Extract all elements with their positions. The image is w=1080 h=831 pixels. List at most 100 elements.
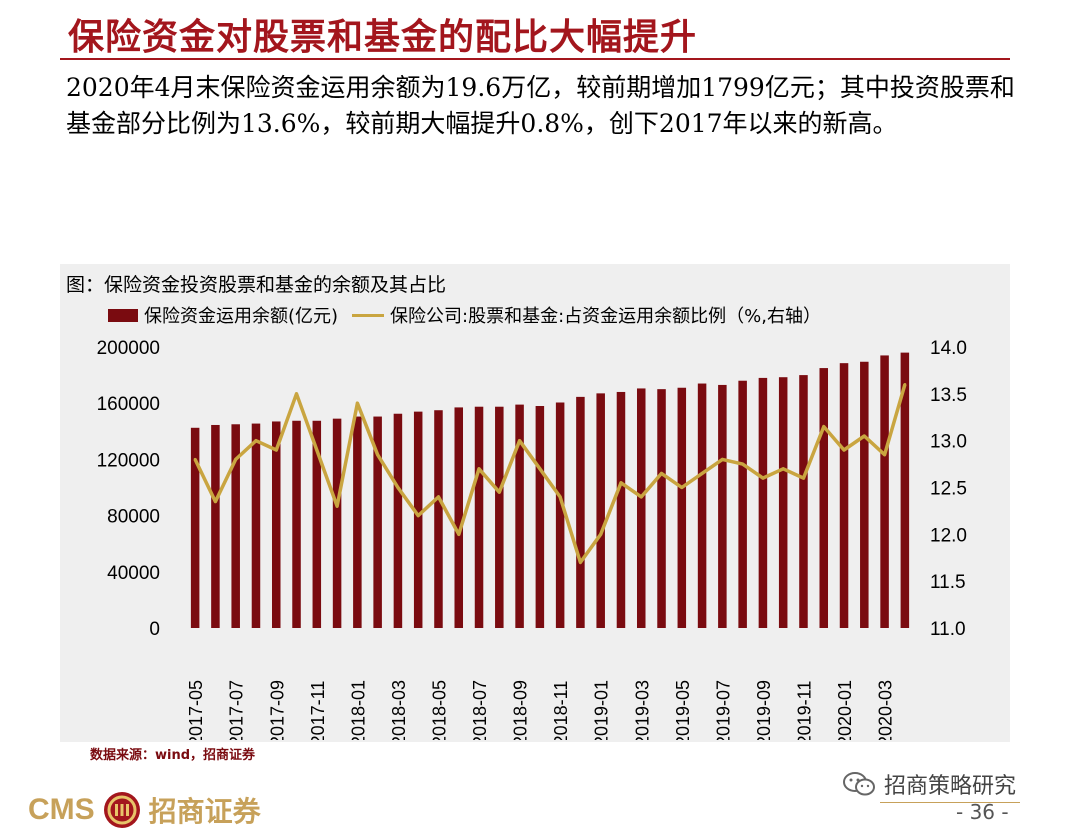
y-right-tick-label: 12.5 (930, 479, 967, 500)
page-title: 保险资金对股票和基金的配比大幅提升 (68, 16, 698, 58)
y-left-tick-label: 40000 (107, 563, 160, 584)
line-point (355, 401, 359, 405)
bar (819, 368, 829, 628)
line-point (660, 471, 664, 475)
y-right-tick-label: 12.0 (930, 525, 967, 546)
bar (778, 377, 788, 628)
bar (312, 420, 322, 628)
y-left-tick-label: 80000 (107, 507, 160, 528)
y-left-tick-label: 120000 (97, 450, 160, 471)
page-divider (880, 802, 1020, 803)
bar (515, 404, 524, 628)
chart-legend: 保险资金运用余额(亿元) 保险公司:股票和基金:占资金运用余额比例（%,右轴） (108, 302, 821, 328)
line-point (883, 453, 887, 457)
bar (758, 377, 768, 628)
line-point (315, 448, 319, 452)
logo-mark-icon (103, 792, 140, 828)
x-tick-label: 2017-11 (308, 681, 328, 740)
company-logo: CMS 招商证券 (28, 790, 261, 830)
line-point (903, 382, 907, 386)
x-tick-label: 2018-03 (389, 680, 409, 740)
line-point (801, 476, 805, 480)
bar (636, 388, 646, 628)
bar (454, 407, 464, 628)
bar (677, 387, 687, 628)
x-tick-label: 2019-07 (713, 680, 733, 740)
legend-bar-swatch (108, 308, 138, 322)
line-point (761, 476, 765, 480)
y-right-tick-label: 11.0 (930, 619, 966, 640)
bar (697, 383, 707, 628)
x-tick-label: 2018-07 (470, 680, 490, 740)
x-tick-label: 2020-03 (876, 680, 896, 740)
line-point (781, 467, 785, 471)
line-point (720, 457, 724, 461)
bar (900, 352, 910, 628)
bar (474, 406, 484, 628)
bar (332, 418, 342, 628)
bar (880, 355, 889, 628)
line-point (457, 532, 461, 536)
y-left-tick-label: 200000 (97, 338, 160, 359)
bar (373, 416, 382, 628)
bar (434, 410, 443, 628)
line-point (619, 481, 623, 485)
x-tick-label: 2018-05 (429, 680, 449, 740)
line-point (680, 486, 684, 489)
bar (657, 389, 666, 628)
legend-line-swatch (352, 313, 385, 317)
logo-chinese: 招商证券 (148, 795, 261, 828)
bar (718, 384, 727, 628)
x-tick-label: 2020-01 (835, 680, 855, 740)
line-point (578, 560, 582, 564)
line-point (376, 453, 380, 457)
line-point (193, 457, 197, 461)
bar (353, 416, 362, 628)
x-tick-label: 2019-05 (673, 680, 693, 740)
line-point (639, 495, 643, 499)
bar (535, 406, 545, 628)
line-point (599, 532, 603, 536)
bar (292, 420, 301, 628)
x-tick-label: 2017-07 (227, 680, 247, 740)
line-point (862, 434, 866, 438)
line-point (416, 514, 420, 518)
bar (271, 421, 281, 628)
y-left-tick-label: 0 (149, 619, 160, 640)
line-point (822, 425, 826, 429)
title-divider (60, 58, 1010, 60)
x-tick-label: 2019-11 (794, 681, 814, 740)
ratio-line (193, 384, 907, 565)
x-tick-label: 2018-01 (348, 680, 368, 740)
line-point (254, 439, 258, 443)
x-tick-label: 2018-11 (551, 681, 571, 740)
x-tick-label: 2019-01 (592, 680, 612, 740)
line-point (234, 457, 238, 461)
y-left-tick-label: 160000 (97, 394, 160, 415)
bar (211, 424, 220, 628)
line-point (335, 504, 339, 508)
bar (799, 375, 808, 628)
line-point (477, 467, 481, 471)
line-point (213, 500, 217, 504)
bar (251, 423, 261, 628)
bar (555, 402, 565, 628)
x-tick-label: 2019-09 (754, 680, 774, 740)
summary-text: 2020年4月末保险资金运用余额为19.6万亿，较前期增加1799亿元；其中投资… (66, 73, 1015, 138)
y-right-tick-label: 13.5 (930, 385, 967, 406)
line-point (518, 439, 522, 443)
bar (738, 380, 747, 628)
x-tick-label: 2017-09 (267, 680, 287, 740)
line-point (538, 467, 542, 471)
wechat-icon (843, 772, 875, 796)
wechat-name: 招商策略研究 (884, 774, 1017, 799)
bar (495, 406, 504, 628)
x-tick-label: 2017-05 (186, 680, 206, 740)
line-point (295, 392, 299, 396)
line-point (741, 462, 745, 466)
line-point (842, 448, 846, 452)
bar (190, 427, 200, 628)
chart-title: 图：保险资金投资股票和基金的余额及其占比 (66, 274, 447, 296)
bar (616, 391, 626, 628)
bar (839, 363, 849, 628)
